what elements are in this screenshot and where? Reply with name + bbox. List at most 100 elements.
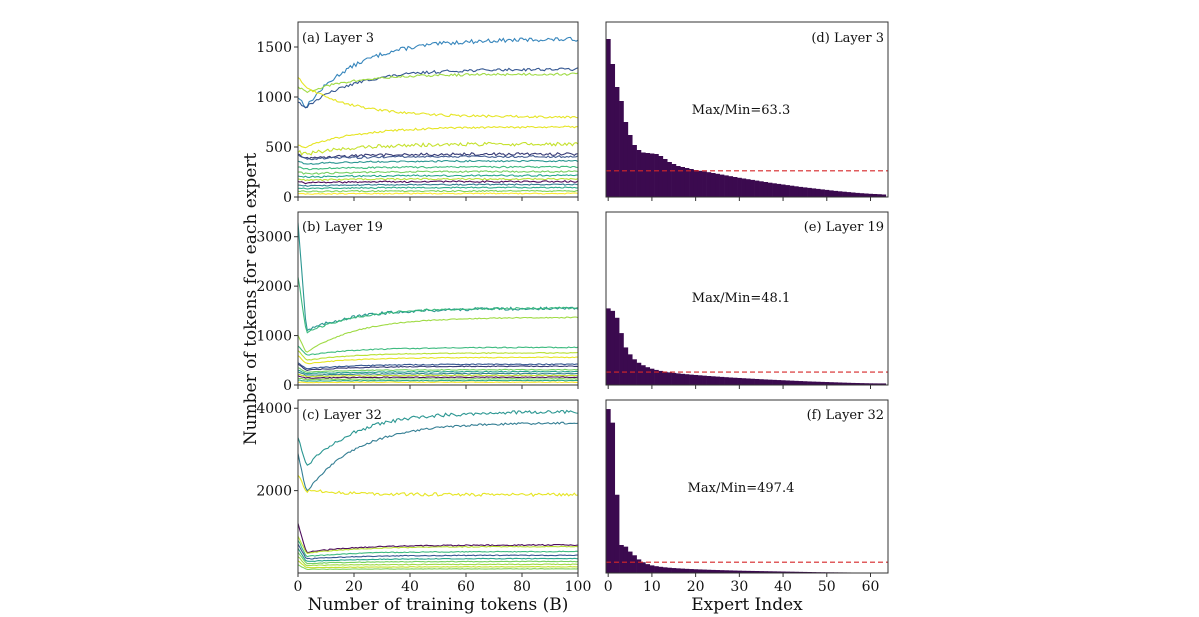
y-tick-label: 3000 [256, 230, 292, 246]
bar-expert-21 [697, 375, 703, 385]
bar-expert-43 [794, 571, 799, 573]
panel-e-label: (e) Layer 19 [804, 220, 884, 235]
y-tick-label: 1500 [256, 40, 292, 56]
bar-expert-40 [780, 184, 786, 197]
series-line-expert-9 [298, 159, 578, 165]
bar-expert-35 [759, 181, 764, 197]
bar-expert-51 [828, 190, 834, 197]
bar-expert-62 [877, 194, 882, 197]
bar-expert-7 [636, 559, 642, 573]
series-line-expert-6 [298, 141, 578, 156]
bar-expert-33 [750, 378, 755, 385]
bar-expert-28 [728, 570, 734, 573]
bar-expert-15 [671, 164, 677, 197]
series-line-expert-12 [298, 373, 578, 378]
bar-expert-48 [815, 188, 821, 197]
bar-expert-24 [710, 376, 716, 385]
axes-frame [605, 21, 889, 198]
bar-expert-9 [645, 367, 651, 385]
panel-c-line-chart: (c) Layer 32 2000 4000 0 20 40 60 80 100 [256, 399, 591, 595]
series-line-expert-7 [298, 362, 578, 370]
bar-expert-11 [654, 154, 659, 197]
series-line-expert-top [298, 222, 578, 332]
bar-expert-0 [606, 409, 611, 573]
series-line-expert-6 [298, 355, 578, 365]
bar-expert-10 [649, 153, 655, 197]
bar-expert-12 [658, 370, 664, 385]
bar-expert-2 [614, 317, 620, 385]
bar-expert-13 [662, 371, 668, 385]
series-line-expert-2 [298, 277, 578, 334]
bar-expert-53 [837, 191, 843, 197]
panel-e-ratio: Max/Min=48.1 [692, 291, 790, 306]
bar-expert-60 [868, 383, 873, 385]
bar-expert-47 [811, 188, 817, 197]
bar-expert-14 [667, 162, 672, 197]
bar-expert-38 [772, 571, 777, 573]
bar-expert-14 [667, 372, 672, 385]
bar-expert-20 [693, 374, 699, 385]
bar-expert-30 [737, 377, 742, 385]
bar-expert-44 [798, 381, 804, 385]
plot-area [298, 222, 578, 384]
bar-expert-57 [855, 383, 860, 385]
series-line-expert-18 [298, 192, 578, 195]
panel-d-ratio: Max/Min=63.3 [692, 103, 790, 118]
bar-expert-32 [745, 570, 751, 573]
series-line-expert-10 [298, 369, 578, 375]
bar-expert-16 [675, 373, 681, 385]
bar-expert-61 [872, 194, 878, 197]
bar-expert-19 [689, 169, 694, 197]
bar-expert-47 [811, 381, 817, 385]
bar-expert-41 [785, 571, 790, 573]
bar-expert-11 [654, 566, 659, 573]
bar-expert-2 [614, 494, 620, 573]
y-tick-label: 1000 [256, 329, 292, 345]
bar-expert-10 [649, 368, 655, 385]
panel-e-bar-chart: (e) Layer 19 Max/Min=48.1 [605, 211, 889, 389]
bar-expert-59 [863, 193, 869, 197]
bar-expert-33 [750, 179, 755, 197]
plot-area [606, 39, 888, 197]
bar-expert-42 [789, 380, 795, 385]
axes-frame [297, 21, 579, 198]
bar-expert-4 [623, 546, 629, 573]
bar-expert-49 [820, 381, 825, 385]
bar-expert-13 [662, 567, 668, 573]
bar-expert-57 [855, 192, 860, 197]
bar-expert-52 [833, 190, 839, 197]
bar-expert-22 [702, 569, 707, 573]
y-axis-title: Number of tokens for each expert [241, 153, 261, 446]
bar-expert-46 [807, 187, 812, 197]
bar-expert-54 [842, 382, 847, 385]
bar-expert-42 [789, 185, 795, 197]
bar-expert-1 [610, 310, 616, 385]
series-line-expert-5 [298, 350, 578, 361]
bar-expert-45 [802, 571, 808, 573]
bar-expert-45 [802, 187, 808, 197]
panel-d-label: (d) Layer 3 [811, 31, 884, 46]
bar-expert-17 [680, 568, 685, 573]
bar-expert-58 [859, 193, 865, 197]
bar-expert-45 [802, 381, 808, 385]
bar-expert-34 [754, 378, 760, 385]
axes-frame [605, 211, 889, 386]
bar-expert-13 [662, 159, 668, 197]
series-line-expert-9 [298, 552, 578, 565]
bar-expert-44 [798, 571, 804, 573]
series-line-expert-8 [298, 154, 578, 161]
bar-expert-15 [671, 372, 677, 385]
series-line-expert-11 [298, 170, 578, 175]
series-line-expert-7 [298, 543, 578, 560]
bar-expert-22 [702, 171, 707, 197]
bar-expert-15 [671, 568, 677, 573]
panel-f-label: (f) Layer 32 [807, 408, 884, 423]
bar-expert-37 [767, 182, 773, 197]
series-line-expert-top [298, 409, 578, 466]
bar-expert-0 [606, 39, 611, 197]
bar-expert-11 [654, 369, 659, 385]
series-line-expert-9 [298, 367, 578, 373]
bar-expert-24 [710, 569, 716, 573]
bar-expert-12 [658, 156, 664, 197]
